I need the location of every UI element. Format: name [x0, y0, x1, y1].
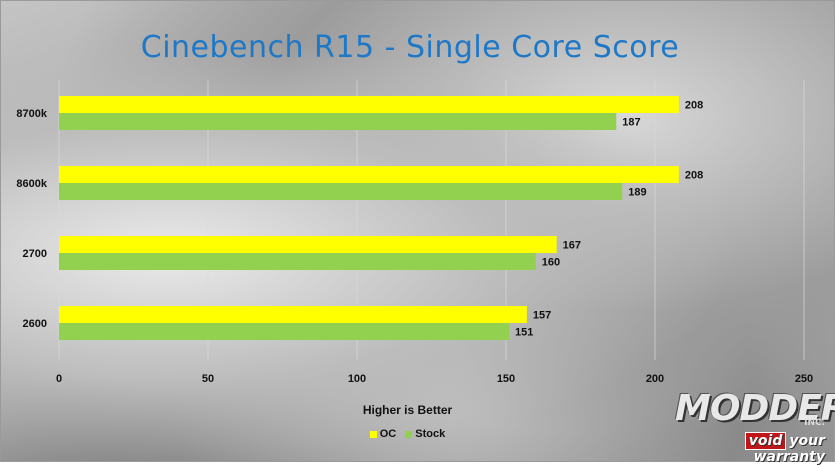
- x-tick-label-250: 250: [795, 373, 813, 385]
- legend-label-oc: OC: [379, 428, 397, 440]
- x-tick-label-200: 200: [646, 373, 664, 385]
- x-tick-label-50: 50: [202, 373, 214, 385]
- bar-stock-2600: [59, 323, 509, 340]
- data-label-oc-2700: 167: [563, 240, 581, 252]
- legend-label-stock: Stock: [415, 428, 446, 440]
- legend-item-oc: OC: [369, 428, 397, 440]
- chart-legend: OC Stock: [0, 428, 815, 440]
- x-tick-label-150: 150: [497, 373, 515, 385]
- bar-stock-8600k: [59, 183, 623, 200]
- x-tick-label-100: 100: [348, 373, 366, 385]
- data-label-stock-2600: 151: [515, 327, 533, 339]
- logo-tagline: void your warranty: [675, 432, 825, 465]
- data-label-stock-8700k: 187: [622, 117, 640, 129]
- y-category-label-2600: 2600: [23, 318, 47, 330]
- logo-main-text: MODDERS: [675, 388, 835, 429]
- chart-subtitle: Higher is Better: [362, 403, 453, 417]
- legend-item-stock: Stock: [405, 428, 445, 440]
- legend-swatch-oc: [369, 430, 377, 438]
- data-label-oc-2600: 157: [533, 310, 551, 322]
- bar-oc-8700k: [59, 96, 679, 113]
- logo-void-text: void: [744, 432, 787, 450]
- data-label-stock-2700: 160: [542, 257, 560, 269]
- logo-tagline-text: your warranty: [753, 433, 825, 465]
- y-category-label-2700: 2700: [23, 248, 47, 260]
- bar-stock-2700: [59, 253, 536, 270]
- bar-oc-2600: [59, 306, 527, 323]
- data-label-oc-8700k: 208: [685, 100, 703, 112]
- y-category-label-8700k: 8700k: [16, 108, 47, 120]
- bar-stock-8700k: [59, 113, 617, 130]
- data-label-oc-8600k: 208: [685, 170, 703, 182]
- data-label-stock-8600k: 189: [628, 187, 646, 199]
- y-category-label-8600k: 8600k: [16, 178, 47, 190]
- bar-oc-2700: [59, 236, 557, 253]
- logo-inc-text: INC.: [804, 418, 825, 428]
- chart-title: Cinebench R15 - Single Core Score: [140, 30, 680, 65]
- x-tick-label-0: 0: [56, 373, 62, 385]
- legend-swatch-stock: [405, 430, 413, 438]
- bar-oc-8600k: [59, 166, 679, 183]
